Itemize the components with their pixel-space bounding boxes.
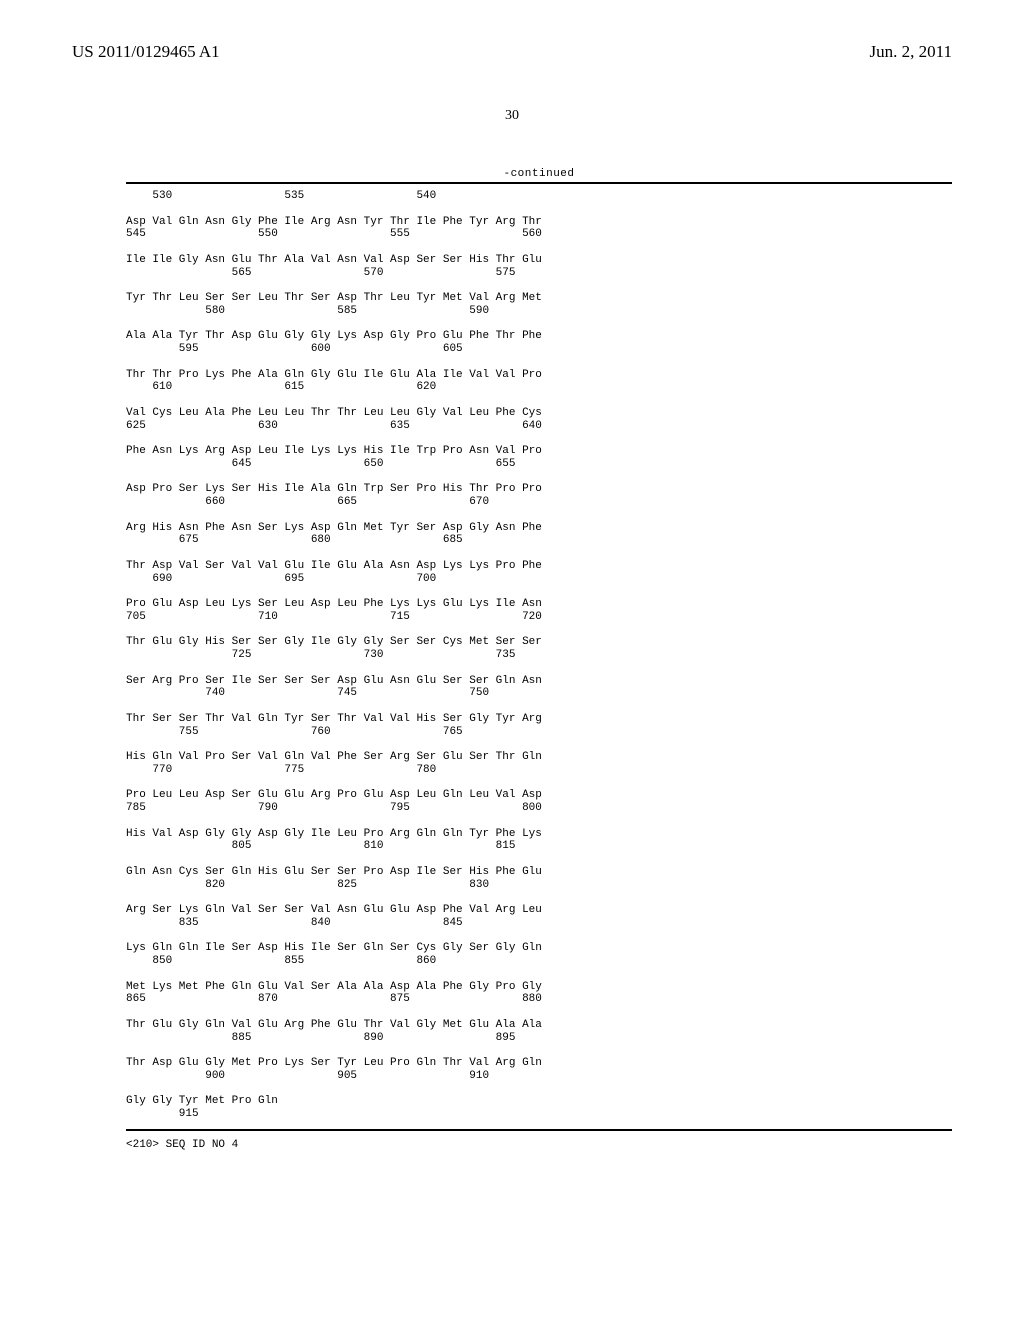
continued-label: -continued xyxy=(126,168,952,180)
sequence-listing-block: -continued 530 535 540 Asp Val Gln Asn G… xyxy=(126,168,952,1151)
seq-id-footer: <210> SEQ ID NO 4 xyxy=(126,1139,952,1151)
page-number: 30 xyxy=(0,108,1024,124)
sequence-body: 530 535 540 Asp Val Gln Asn Gly Phe Ile … xyxy=(126,184,952,1123)
divider-bottom xyxy=(126,1129,952,1131)
publication-number: US 2011/0129465 A1 xyxy=(72,42,220,61)
page-header: US 2011/0129465 A1 Jun. 2, 2011 xyxy=(0,42,1024,62)
publication-date: Jun. 2, 2011 xyxy=(870,42,953,62)
